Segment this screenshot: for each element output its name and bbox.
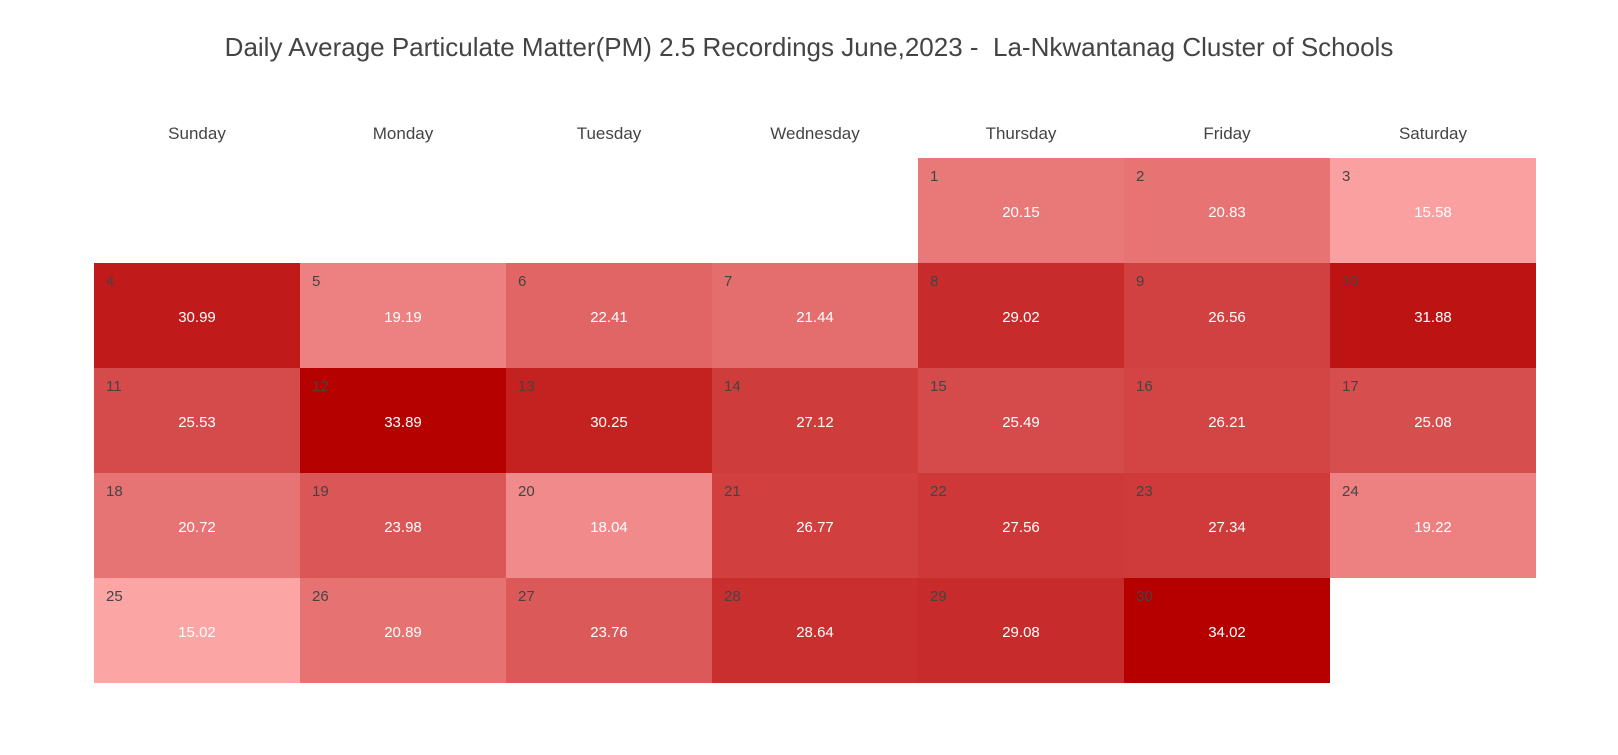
heatmap-cell: 5 19.19 <box>300 263 506 368</box>
cell-value-label: 29.08 <box>1002 624 1040 641</box>
cell-value-label: 15.02 <box>178 624 216 641</box>
cell-value-label: 31.88 <box>1414 309 1452 326</box>
day-number: 10 <box>1342 273 1359 290</box>
heatmap-cell: 4 30.99 <box>94 263 300 368</box>
day-number: 8 <box>930 273 939 290</box>
day-number: 6 <box>518 273 527 290</box>
weekday-label: Monday <box>372 124 434 143</box>
day-number: 23 <box>1136 483 1153 500</box>
day-number: 24 <box>1342 483 1359 500</box>
day-number: 18 <box>106 483 123 500</box>
day-number: 3 <box>1342 168 1351 185</box>
heatmap-cell: 19 23.98 <box>300 473 506 578</box>
heatmap-cell: 20 18.04 <box>506 473 712 578</box>
heatmap-cell: 12 33.89 <box>300 368 506 473</box>
cell-value-label: 26.56 <box>1208 309 1246 326</box>
cell-value-label: 25.53 <box>178 414 216 431</box>
cell-value-label: 23.76 <box>590 624 628 641</box>
heatmap-cell: 21 26.77 <box>712 473 918 578</box>
cell-value-label: 20.89 <box>384 624 422 641</box>
cell-value-label: 20.15 <box>1002 204 1040 221</box>
weekday-label: Friday <box>1203 124 1251 143</box>
day-number: 21 <box>724 483 741 500</box>
cell-value-label: 33.89 <box>384 414 422 431</box>
cell-value-label: 34.02 <box>1208 624 1246 641</box>
cell-value-label: 22.41 <box>590 309 628 326</box>
heatmap-cell: 29 29.08 <box>918 578 1124 683</box>
heatmap-cell: 11 25.53 <box>94 368 300 473</box>
heatmap-cell: 9 26.56 <box>1124 263 1330 368</box>
day-number: 29 <box>930 588 947 605</box>
day-number: 7 <box>724 273 733 290</box>
cell-value-label: 19.19 <box>384 309 422 326</box>
day-number: 1 <box>930 168 939 185</box>
heatmap-cell: 16 26.21 <box>1124 368 1330 473</box>
day-number: 27 <box>518 588 535 605</box>
cell-value-label: 18.04 <box>590 519 628 536</box>
day-number: 11 <box>106 378 122 395</box>
cell-value-label: 28.64 <box>796 624 834 641</box>
day-number: 2 <box>1136 168 1145 185</box>
heatmap-cell: 14 27.12 <box>712 368 918 473</box>
cell-value-label: 23.98 <box>384 519 422 536</box>
day-number: 20 <box>518 483 535 500</box>
weekday-label: Thursday <box>985 124 1057 143</box>
cell-value-label: 25.49 <box>1002 414 1040 431</box>
heatmap-cell: 8 29.02 <box>918 263 1124 368</box>
heatmap-cell: 25 15.02 <box>94 578 300 683</box>
heatmap-cell: 6 22.41 <box>506 263 712 368</box>
heatmap-cell: 27 23.76 <box>506 578 712 683</box>
day-number: 28 <box>724 588 741 605</box>
day-number: 22 <box>930 483 947 500</box>
day-number: 14 <box>724 378 741 395</box>
heatmap-cell: 23 27.34 <box>1124 473 1330 578</box>
heatmap-cell: 30 34.02 <box>1124 578 1330 683</box>
cell-value-label: 20.72 <box>178 519 216 536</box>
heatmap-cell: 7 21.44 <box>712 263 918 368</box>
cell-value-label: 15.58 <box>1414 204 1452 221</box>
heatmap-cell: 15 25.49 <box>918 368 1124 473</box>
day-number: 4 <box>106 273 115 290</box>
day-number: 9 <box>1136 273 1145 290</box>
heatmap-cell: 3 15.58 <box>1330 158 1536 263</box>
cell-value-label: 27.12 <box>796 414 834 431</box>
cell-value-label: 21.44 <box>796 309 834 326</box>
day-number: 15 <box>930 378 947 395</box>
heatmap-cell: 24 19.22 <box>1330 473 1536 578</box>
day-number: 13 <box>518 378 535 395</box>
cell-value-label: 26.77 <box>796 519 834 536</box>
cell-value-label: 27.34 <box>1208 519 1246 536</box>
weekday-label: Saturday <box>1398 124 1468 143</box>
cell-value-label: 20.83 <box>1208 204 1246 221</box>
heatmap-cell: 22 27.56 <box>918 473 1124 578</box>
cell-value-label: 30.99 <box>178 309 216 326</box>
day-number: 12 <box>312 378 329 395</box>
cell-value-label: 30.25 <box>590 414 628 431</box>
chart-title: Daily Average Particulate Matter(PM) 2.5… <box>224 32 1394 62</box>
cell-value-label: 26.21 <box>1208 414 1246 431</box>
heatmap-cell: 10 31.88 <box>1330 263 1536 368</box>
weekday-label: Sunday <box>168 124 226 143</box>
weekday-label: Tuesday <box>576 124 642 143</box>
heatmap-cell: 13 30.25 <box>506 368 712 473</box>
cell-value-label: 19.22 <box>1414 519 1452 536</box>
cell-value-label: 27.56 <box>1002 519 1040 536</box>
day-number: 16 <box>1136 378 1153 395</box>
heatmap-cell: 1 20.15 <box>918 158 1124 263</box>
day-number: 5 <box>312 273 321 290</box>
heatmap-cell: 17 25.08 <box>1330 368 1536 473</box>
day-number: 19 <box>312 483 329 500</box>
heatmap-cell: 2 20.83 <box>1124 158 1330 263</box>
heatmap-cell: 18 20.72 <box>94 473 300 578</box>
heatmap-cell: 28 28.64 <box>712 578 918 683</box>
day-number: 25 <box>106 588 123 605</box>
day-number: 26 <box>312 588 329 605</box>
day-number: 30 <box>1136 588 1153 605</box>
cell-value-label: 29.02 <box>1002 309 1040 326</box>
heatmap-cell: 26 20.89 <box>300 578 506 683</box>
cell-value-label: 25.08 <box>1414 414 1452 431</box>
day-number: 17 <box>1342 378 1359 395</box>
weekday-label: Wednesday <box>770 124 860 143</box>
